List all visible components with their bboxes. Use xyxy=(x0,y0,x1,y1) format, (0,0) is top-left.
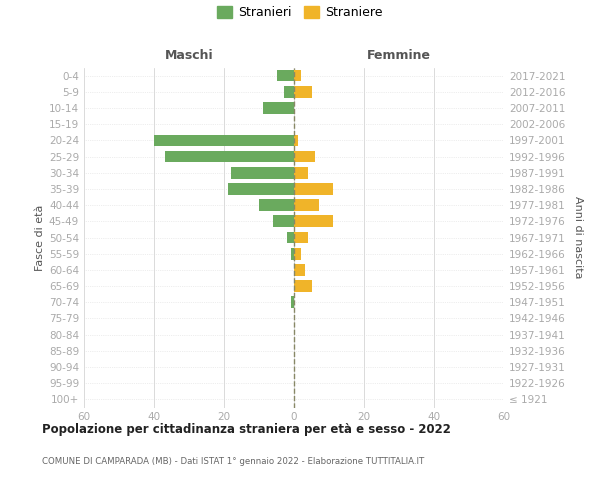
Bar xyxy=(294,167,308,178)
Bar xyxy=(263,102,294,114)
Bar xyxy=(294,216,332,227)
Bar xyxy=(273,216,294,227)
Y-axis label: Anni di nascita: Anni di nascita xyxy=(572,196,583,279)
Bar xyxy=(294,200,319,211)
Bar xyxy=(259,200,294,211)
Legend: Stranieri, Straniere: Stranieri, Straniere xyxy=(217,6,383,19)
Bar xyxy=(294,183,332,195)
Bar xyxy=(287,232,294,243)
Bar xyxy=(294,248,301,260)
Text: Femmine: Femmine xyxy=(367,50,431,62)
Bar xyxy=(294,280,311,292)
Bar xyxy=(294,134,298,146)
Bar xyxy=(284,86,294,98)
Bar xyxy=(290,248,294,260)
Bar xyxy=(277,70,294,82)
Text: Popolazione per cittadinanza straniera per età e sesso - 2022: Popolazione per cittadinanza straniera p… xyxy=(42,422,451,436)
Bar xyxy=(294,150,315,162)
Text: Maschi: Maschi xyxy=(164,50,214,62)
Y-axis label: Fasce di età: Fasce di età xyxy=(35,204,45,270)
Bar xyxy=(290,296,294,308)
Bar xyxy=(164,150,294,162)
Bar xyxy=(154,134,294,146)
Bar xyxy=(294,86,311,98)
Bar xyxy=(294,264,305,276)
Bar xyxy=(227,183,294,195)
Text: COMUNE DI CAMPARADA (MB) - Dati ISTAT 1° gennaio 2022 - Elaborazione TUTTITALIA.: COMUNE DI CAMPARADA (MB) - Dati ISTAT 1°… xyxy=(42,458,424,466)
Bar xyxy=(294,232,308,243)
Bar xyxy=(231,167,294,178)
Bar xyxy=(294,70,301,82)
